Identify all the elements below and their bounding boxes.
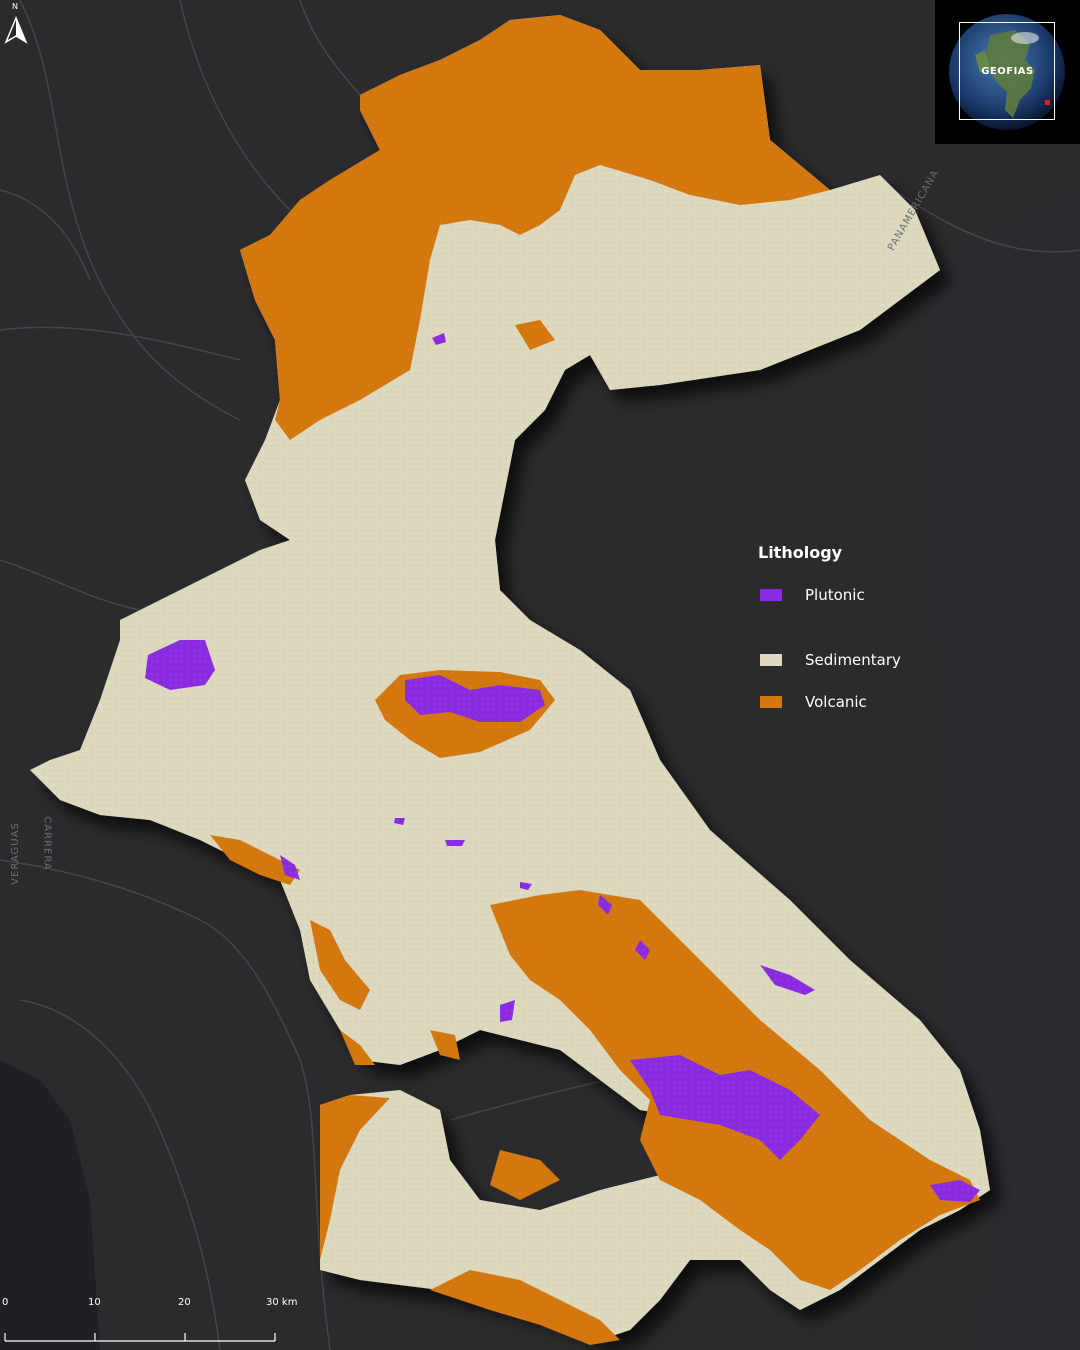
- legend-swatch-plutonic: [760, 589, 782, 601]
- scale-label-0: 0: [2, 1297, 9, 1308]
- scale-label-30: 30 km: [266, 1297, 298, 1308]
- legend: Lithology Plutonic Sedimentary Volcanic: [758, 543, 901, 713]
- sea-area-east: [930, 190, 1080, 1350]
- legend-label: Sedimentary: [805, 651, 901, 669]
- road-label-veraguas: VERAGUAS: [9, 822, 21, 885]
- scale-label-10: 10: [88, 1297, 101, 1308]
- legend-item-plutonic: Plutonic: [758, 586, 865, 606]
- legend-label: Plutonic: [805, 586, 865, 604]
- legend-item-sedimentary: Sedimentary: [758, 651, 901, 671]
- scale-bar: [4, 1333, 276, 1342]
- road-label-carrera: CARRERA: [41, 816, 53, 871]
- north-label: N: [12, 2, 18, 11]
- legend-swatch-sedimentary: [760, 654, 782, 666]
- legend-item-volcanic: Volcanic: [758, 693, 867, 713]
- sea-area: [0, 1060, 100, 1350]
- inset-label: GEOFIAS: [981, 66, 1034, 77]
- terrain-texture: [30, 15, 990, 1340]
- north-arrow-icon: [4, 16, 28, 44]
- legend-swatch-volcanic: [760, 696, 782, 708]
- inset-extent-frame: [959, 22, 1055, 120]
- globe-icon: [949, 14, 1065, 130]
- inset-map: GEOFIAS: [935, 0, 1080, 144]
- scale-label-20: 20: [178, 1297, 191, 1308]
- legend-label: Volcanic: [805, 693, 867, 711]
- legend-title: Lithology: [758, 543, 843, 562]
